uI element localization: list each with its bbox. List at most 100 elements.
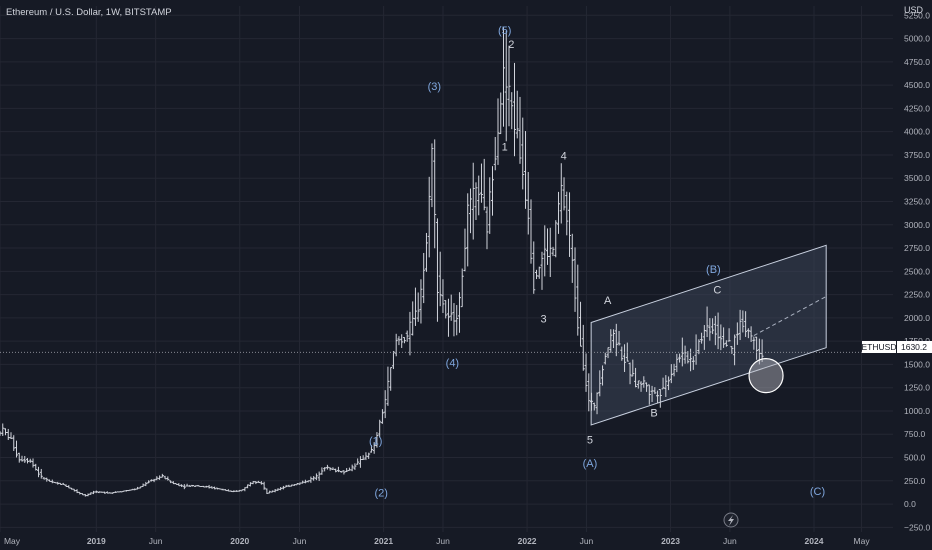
candle (452, 303, 456, 337)
candle (609, 329, 613, 353)
candle (155, 476, 159, 481)
candle (361, 455, 365, 460)
candle (744, 311, 748, 337)
candle (419, 279, 423, 324)
channel-body (590, 244, 827, 426)
candle (312, 476, 316, 481)
wave-label: (C) (810, 486, 825, 498)
wave-label: 2 (508, 39, 514, 51)
candle (301, 480, 305, 484)
candle (347, 467, 351, 471)
candle (386, 366, 390, 406)
y-tick-label: 0.0 (904, 499, 916, 509)
candle (427, 176, 431, 258)
wave-label: B (650, 408, 657, 420)
candle (174, 482, 178, 485)
tradingview-logo-icon[interactable] (723, 512, 739, 528)
candle (642, 376, 646, 388)
candle (0, 431, 2, 436)
candle (144, 481, 148, 487)
candle (724, 340, 728, 347)
candle (601, 365, 605, 386)
candle (746, 328, 750, 339)
candle (755, 336, 759, 360)
candle (749, 326, 753, 342)
candle (141, 483, 145, 488)
candle (543, 225, 547, 277)
candle (254, 481, 258, 485)
candle (133, 488, 137, 491)
candle (540, 251, 544, 290)
candle (166, 476, 170, 481)
candle (298, 482, 302, 485)
candle (1, 423, 5, 436)
wave-label: (4) (446, 357, 459, 369)
candle (328, 467, 332, 471)
candle (232, 490, 236, 493)
candle (708, 318, 712, 341)
candle (92, 490, 96, 495)
candle (149, 479, 153, 482)
candle (391, 350, 395, 370)
grid (0, 6, 893, 532)
symbol-tag-box (862, 341, 896, 353)
y-tick-label: 3000.0 (904, 220, 930, 230)
wave-label: 1 (502, 141, 508, 153)
candle (295, 483, 299, 486)
candle (477, 175, 481, 216)
candle (72, 488, 76, 492)
candle (416, 292, 420, 322)
candle (521, 117, 525, 190)
candle (675, 353, 679, 373)
candles (0, 26, 764, 497)
candle (479, 163, 483, 203)
candle (67, 485, 71, 489)
candle (356, 458, 360, 465)
candle (177, 483, 181, 487)
candle (686, 351, 690, 364)
candle (28, 458, 32, 463)
candle (229, 490, 233, 492)
candle (438, 251, 442, 307)
candle (700, 332, 704, 344)
candle (504, 30, 508, 142)
candle (581, 324, 585, 371)
candle (364, 452, 368, 461)
candle (303, 479, 307, 484)
candle (273, 489, 277, 493)
y-tick-label: 500.0 (904, 453, 926, 463)
candle (342, 470, 346, 475)
candle (207, 484, 211, 489)
candle (680, 337, 684, 367)
current-price-tag: ETHUSD 1630.2 (862, 341, 932, 353)
y-tick-label: 4250.0 (904, 103, 930, 113)
candle (235, 490, 239, 492)
y-tick-label: 250.0 (904, 476, 926, 486)
candle (760, 339, 764, 362)
candle (193, 485, 197, 487)
candle (182, 484, 186, 490)
candle (474, 182, 478, 220)
candle (9, 432, 13, 439)
candle (100, 491, 104, 493)
x-axis[interactable]: May 2019 Jun 2020 Jun 2021 Jun 2022 Jun 2023 Jun 20… (4, 536, 870, 546)
candle (375, 432, 379, 448)
candle (653, 387, 657, 394)
wave-label: (B) (706, 264, 721, 276)
candle (6, 428, 10, 440)
candle (584, 353, 588, 392)
candle (339, 470, 343, 473)
candle (716, 312, 720, 350)
y-axis[interactable]: −250.0 0.0 250.0 500.0 750.0 1000.0 1250.0 1500… (904, 10, 931, 532)
candle (34, 463, 38, 471)
candle (617, 330, 621, 346)
wave-label: (A) (583, 458, 598, 470)
candle (380, 409, 384, 424)
candle (185, 483, 189, 487)
candle (722, 327, 726, 348)
candle (546, 228, 550, 265)
candle (537, 266, 541, 279)
candle (240, 489, 244, 492)
candle (430, 143, 434, 208)
